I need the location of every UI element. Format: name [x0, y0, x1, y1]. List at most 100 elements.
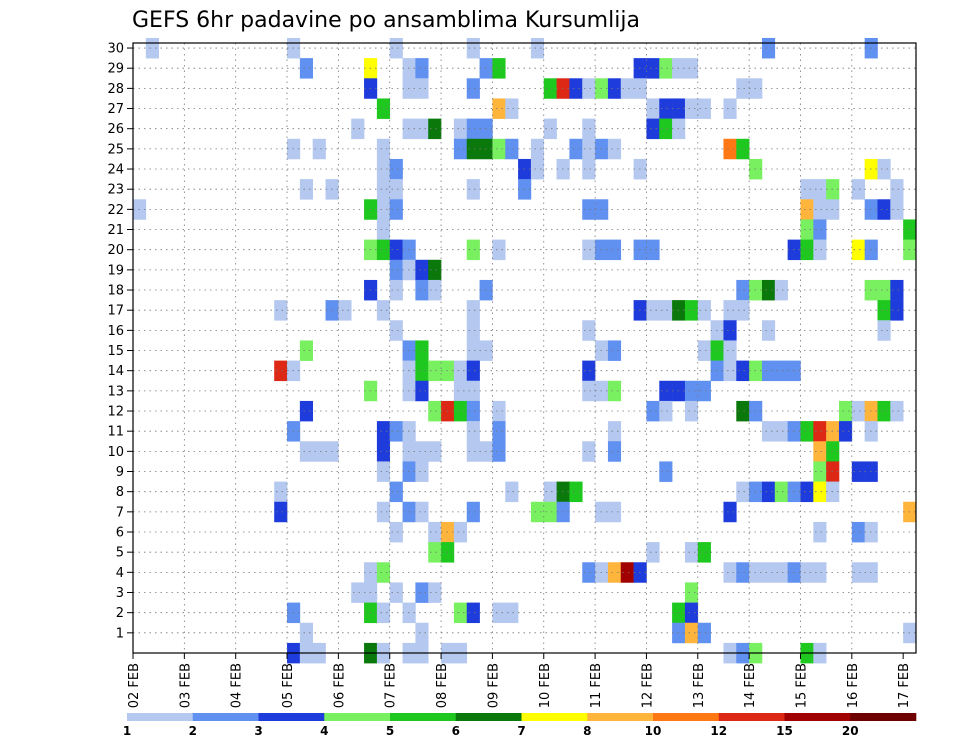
heatmap-cell — [428, 118, 442, 140]
heatmap-cell — [607, 78, 622, 99]
heatmap-cell — [492, 138, 506, 160]
heatmap-cell — [761, 562, 776, 583]
heatmap-cell — [428, 279, 442, 301]
heatmap-cell — [299, 441, 314, 462]
heatmap-cell — [684, 582, 699, 603]
colorbar-swatch — [324, 713, 391, 721]
heatmap-cell — [492, 58, 506, 79]
y-tick-label: 29 — [107, 62, 124, 77]
heatmap-cell — [838, 421, 853, 442]
grid-lines — [133, 43, 916, 653]
heatmap-cell — [389, 521, 403, 543]
heatmap-cell — [736, 279, 750, 301]
heatmap-cell — [607, 340, 622, 361]
heatmap-cell — [761, 320, 776, 341]
heatmap-cell — [274, 501, 288, 523]
colorbar-label: 6 — [452, 724, 460, 738]
heatmap-cell — [338, 300, 352, 321]
heatmap-cell — [723, 340, 737, 361]
x-tick-label: 03 FEB — [178, 663, 193, 708]
heatmap-cell — [415, 461, 429, 482]
heatmap-cell — [415, 441, 429, 462]
x-tick-label: 07 FEB — [384, 663, 399, 708]
heatmap-cell — [453, 602, 468, 624]
heatmap-cell — [466, 400, 480, 422]
heatmap-cell — [582, 441, 596, 462]
heatmap-cell — [274, 360, 288, 382]
heatmap-cell — [684, 622, 699, 644]
heatmap-cell — [582, 78, 596, 99]
y-tick-label: 10 — [107, 445, 124, 460]
y-tick-label: 3 — [116, 586, 124, 601]
heatmap-cell — [813, 199, 827, 220]
heatmap-cell — [838, 400, 853, 422]
heatmap-cell — [877, 158, 891, 180]
y-tick-label: 24 — [107, 163, 124, 178]
heatmap-cell — [761, 421, 776, 442]
y-tick-label: 11 — [107, 425, 124, 440]
colorbar: 1 2 3 4 5 6 7 8 10 12 15 20 — [123, 713, 917, 738]
heatmap-cell — [389, 582, 403, 603]
heatmap-cell — [736, 400, 750, 422]
y-tick-label: 19 — [107, 263, 124, 278]
x-axis-ticks: 02 FEB 03 FEB 04 FEB 05 FEB 06 FEB 07 FEB 08 F… — [127, 653, 912, 708]
heatmap-cell — [774, 481, 788, 503]
colorbar-swatch — [127, 713, 194, 721]
heatmap-cell — [376, 138, 391, 160]
colorbar-swatch — [521, 713, 588, 721]
heatmap-cell — [800, 239, 814, 261]
heatmap-cell — [453, 138, 468, 160]
heatmap-cell — [582, 562, 596, 583]
y-tick-label: 13 — [107, 384, 124, 399]
heatmap-cell — [684, 58, 699, 79]
heatmap-cell — [646, 542, 660, 563]
y-tick-label: 15 — [107, 344, 124, 359]
heatmap-cell — [800, 562, 814, 583]
heatmap-cell — [877, 279, 891, 301]
heatmap-cell — [376, 199, 391, 220]
heatmap-cell — [530, 37, 545, 59]
x-tick-label: 06 FEB — [332, 663, 347, 708]
colorbar-swatch — [587, 713, 654, 721]
y-tick-label: 16 — [107, 324, 124, 339]
heatmap-cell — [505, 138, 519, 160]
heatmap-cell — [492, 400, 506, 422]
heatmap-cell — [428, 441, 442, 462]
colorbar-label: 1 — [123, 724, 131, 738]
heatmap-cell — [466, 441, 480, 462]
colorbar-label: 10 — [645, 724, 662, 738]
heatmap-cell — [415, 501, 429, 523]
heatmap-cell — [415, 340, 429, 361]
heatmap-cell — [466, 602, 480, 624]
heatmap-cell — [415, 279, 429, 301]
heatmap-cell — [774, 360, 788, 382]
heatmap-cell — [684, 98, 699, 119]
x-tick-label: 17 FEB — [897, 663, 912, 708]
heatmap-cell — [800, 179, 814, 200]
heatmap-cell — [582, 138, 596, 160]
y-tick-label: 26 — [107, 122, 124, 137]
x-tick-label: 16 FEB — [846, 663, 861, 708]
heatmap-cell — [684, 602, 699, 624]
heatmap-cell — [492, 421, 506, 442]
heatmap-cell — [646, 400, 660, 422]
heatmap-cell — [376, 562, 391, 583]
heatmap-cell — [877, 199, 891, 220]
heatmap-cell — [466, 340, 480, 361]
heatmap-cell — [466, 360, 480, 382]
heatmap-cell — [415, 118, 429, 140]
heatmap-cell — [697, 380, 711, 402]
x-tick-label: 08 FEB — [435, 663, 450, 708]
heatmap-cell — [389, 421, 403, 442]
heatmap-cell — [453, 380, 468, 402]
heatmap-cell — [761, 360, 776, 382]
heatmap-cell — [813, 481, 827, 503]
heatmap-cell — [890, 179, 904, 200]
y-axis-ticks: 1234567891011121314151617181920212223242… — [107, 42, 133, 641]
heatmap-cell — [774, 279, 788, 301]
heatmap-cell — [800, 219, 814, 240]
heatmap-cell — [543, 78, 557, 99]
heatmap-cell — [659, 461, 673, 482]
heatmap-cell — [389, 259, 403, 281]
